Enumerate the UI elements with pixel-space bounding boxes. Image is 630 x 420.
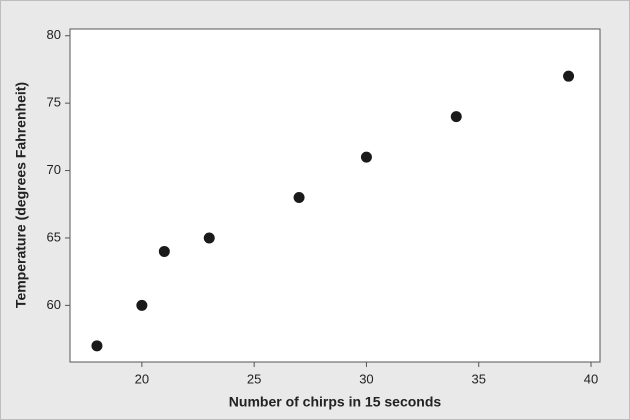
- y-tick-label: 75: [47, 95, 61, 110]
- y-axis-label: Temperature (degrees Fahrenheit): [13, 82, 29, 308]
- y-tick-label: 80: [47, 27, 61, 42]
- x-tick-label: 20: [135, 371, 149, 386]
- y-tick-label: 65: [47, 229, 61, 244]
- point: [360, 151, 372, 163]
- x-tick-label: 30: [359, 371, 373, 386]
- point: [158, 245, 170, 257]
- y-tick-label: 70: [47, 162, 61, 177]
- x-axis-label: Number of chirps in 15 seconds: [229, 394, 442, 410]
- point: [563, 70, 575, 82]
- point: [136, 299, 148, 311]
- x-tick-label: 25: [247, 371, 261, 386]
- y-tick-label: 60: [47, 297, 61, 312]
- point: [91, 340, 103, 352]
- point: [203, 232, 215, 244]
- point: [450, 111, 462, 123]
- plot-area: [69, 28, 601, 363]
- x-tick-label: 40: [584, 371, 598, 386]
- point: [293, 192, 305, 204]
- x-tick-label: 35: [471, 371, 485, 386]
